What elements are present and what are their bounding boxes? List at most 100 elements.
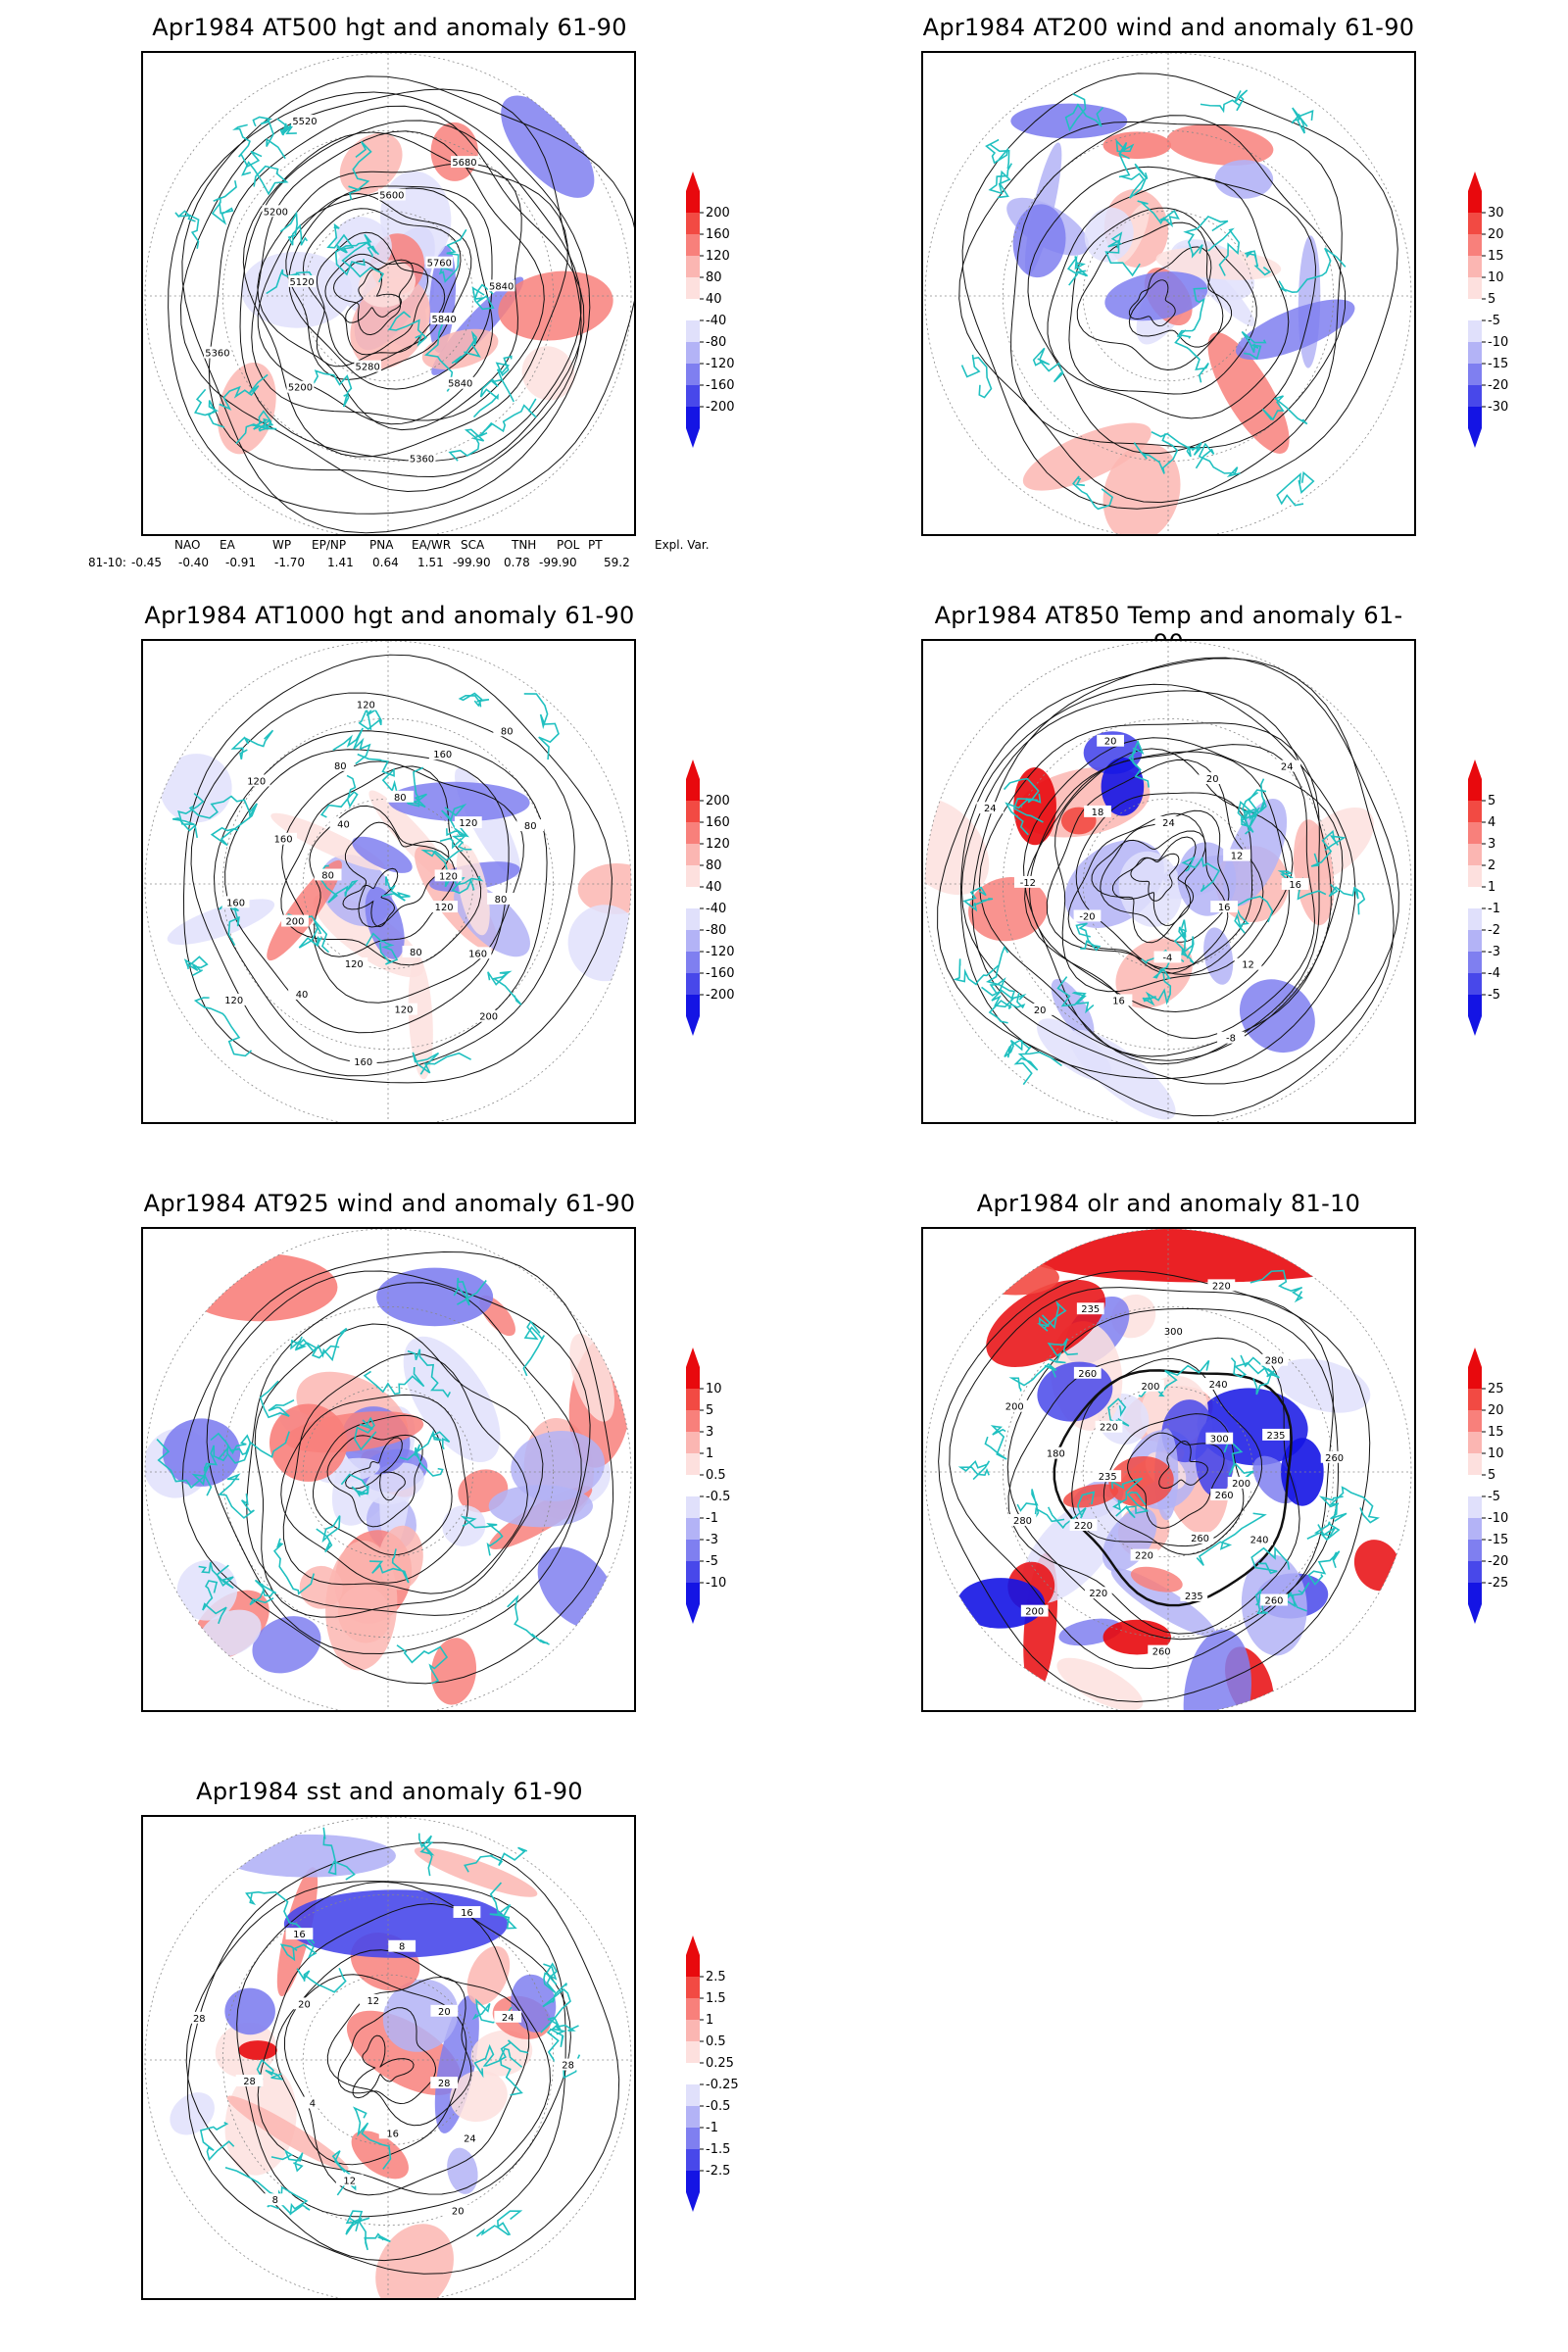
contour-line xyxy=(239,120,582,463)
colorbar-tick-label: 80 xyxy=(706,858,722,873)
coastline-segment xyxy=(1047,1338,1078,1364)
contour-label: 260 xyxy=(1210,1489,1239,1501)
svg-text:280: 280 xyxy=(1013,1516,1032,1527)
coastline-segment xyxy=(230,729,274,760)
contour-line xyxy=(281,760,524,1004)
contour-label: 18 xyxy=(1084,805,1111,818)
value-tnh: -99.90 xyxy=(453,556,491,569)
coastline-segment xyxy=(479,398,537,437)
coastline-segment xyxy=(985,138,1010,170)
anomaly-blob xyxy=(1183,1629,1251,1710)
colorbar-swatch xyxy=(1468,277,1482,299)
svg-text:18: 18 xyxy=(1092,808,1104,818)
contour-label: 12 xyxy=(359,1993,387,2007)
contour-labels: 120 160 200 80 120 160 120 40 120 200 160 80 160 120 4… xyxy=(220,698,545,1068)
anomaly-blob xyxy=(450,2070,508,2123)
colorbar: 2.5 1.5 1 0.5 0.25 -0.25 -0.5 -1 -1.5 -2.5 xyxy=(686,1936,745,2214)
svg-text:220: 220 xyxy=(1135,1551,1153,1562)
contour-label: 300 xyxy=(1159,1325,1188,1338)
polar-map-svg: 5840 5840 5360 5280 5200 5360 5120 5200 5520 5600… xyxy=(143,53,634,534)
svg-text:28: 28 xyxy=(193,2014,206,2025)
coastline-segment xyxy=(203,1445,228,1496)
svg-text:80: 80 xyxy=(321,870,334,881)
polar-map-svg xyxy=(923,53,1414,534)
coastline-segment xyxy=(464,1846,528,1873)
contour-label: 120 xyxy=(390,1003,417,1016)
contour-line xyxy=(257,1902,551,2195)
coastline-segment xyxy=(1016,1489,1065,1523)
contour-label: 200 xyxy=(1020,1604,1049,1618)
colorbar-tick-label: -15 xyxy=(1488,357,1508,371)
contour-label: 260 xyxy=(1148,1644,1176,1658)
coastline-segment xyxy=(354,1416,377,1451)
svg-text:80: 80 xyxy=(501,726,514,737)
coastline-segment xyxy=(290,1336,318,1352)
colorbar-swatch xyxy=(686,1977,700,1998)
svg-text:16: 16 xyxy=(1112,996,1125,1006)
coastline-segment xyxy=(332,727,371,765)
coastline-segment xyxy=(334,233,380,276)
svg-text:260: 260 xyxy=(1078,1369,1097,1380)
teleconnection-header-row: NAO EA WP EP/NP PNA EA/WR SCA TNH POL PT… xyxy=(88,538,735,556)
colorbar-tick-label: 40 xyxy=(706,880,722,895)
colorbar: 200 160 120 80 40 -40 -80 -120 -160 -200 xyxy=(686,760,745,1038)
colorbar-tick-label: 160 xyxy=(706,815,730,830)
contour-line xyxy=(179,88,582,493)
svg-text:5360: 5360 xyxy=(410,455,434,466)
coastline-segment xyxy=(407,1348,451,1398)
colorbar-swatch xyxy=(1468,973,1482,995)
svg-text:240: 240 xyxy=(1250,1535,1269,1545)
contour-label: 12 xyxy=(335,2174,364,2186)
colorbar-top-arrow xyxy=(1468,1348,1482,1367)
contour-label: 200 xyxy=(1227,1476,1255,1490)
contour-line xyxy=(1054,748,1294,993)
contour-label: 200 xyxy=(474,1009,503,1023)
colorbar-swatch xyxy=(686,2084,700,2106)
svg-text:12: 12 xyxy=(368,1996,380,2007)
colorbar-tick-label: 20 xyxy=(1488,227,1504,242)
value-expl-var: 59.2 xyxy=(604,556,630,569)
colorbar-tick-label: 15 xyxy=(1488,1425,1504,1440)
anomaly-blob xyxy=(414,1847,538,1897)
colorbar-tick-label: -10 xyxy=(1488,335,1508,350)
svg-text:200: 200 xyxy=(1232,1479,1250,1490)
svg-text:260: 260 xyxy=(1152,1647,1171,1658)
coastline-segment xyxy=(417,1833,435,1877)
contour-label: 240 xyxy=(1204,1378,1232,1391)
contour-line xyxy=(1127,1432,1225,1529)
anomaly-blob xyxy=(447,2147,478,2194)
svg-text:235: 235 xyxy=(1099,1472,1117,1483)
anomaly-blob xyxy=(470,2030,533,2077)
svg-text:280: 280 xyxy=(1265,1356,1284,1367)
colorbar-swatch xyxy=(686,973,700,995)
coastline-segment xyxy=(1104,231,1141,277)
colorbar-tick-label: -10 xyxy=(706,1576,726,1591)
anomaly-blob xyxy=(923,797,990,896)
contour-label: 5600 xyxy=(377,188,406,201)
coastline-segment xyxy=(412,1052,471,1075)
contour-label: 220 xyxy=(1095,1420,1123,1434)
coastline-segment xyxy=(1234,895,1274,934)
polar-map: 5840 5840 5360 5280 5200 5360 5120 5200 5520 5600… xyxy=(141,51,636,536)
coastline-segment xyxy=(1128,739,1150,788)
svg-text:28: 28 xyxy=(438,2079,451,2089)
coastline-segment xyxy=(1240,1354,1276,1396)
colorbar-swatch xyxy=(686,1389,700,1410)
contour-label: 120 xyxy=(242,774,270,787)
anomaly-blob xyxy=(352,836,413,873)
latitude-circle xyxy=(302,1386,474,1558)
coastline-segment xyxy=(487,970,522,1005)
coastline-segment xyxy=(218,1473,255,1519)
contour-label: 40 xyxy=(288,988,316,1001)
coastline-segment xyxy=(962,886,994,912)
contour-line xyxy=(1130,853,1180,902)
anomaly-blob xyxy=(521,346,575,401)
anomaly-blob xyxy=(160,754,232,823)
colorbar-tick-label: -3 xyxy=(1488,945,1500,959)
contour-label: 16 xyxy=(1104,994,1133,1006)
colorbar-svg: 200 160 120 80 40 -40 -80 -120 -160 -200 xyxy=(686,172,735,448)
coastline-segment xyxy=(957,1459,991,1481)
value-epnp: -1.70 xyxy=(274,556,306,569)
contour-label: 12 xyxy=(1234,957,1262,971)
colorbar-bottom-arrow xyxy=(686,2192,700,2212)
